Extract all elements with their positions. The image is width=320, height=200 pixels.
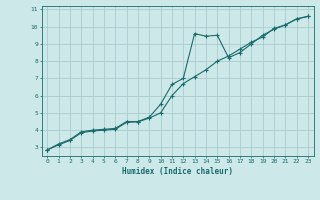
- X-axis label: Humidex (Indice chaleur): Humidex (Indice chaleur): [122, 167, 233, 176]
